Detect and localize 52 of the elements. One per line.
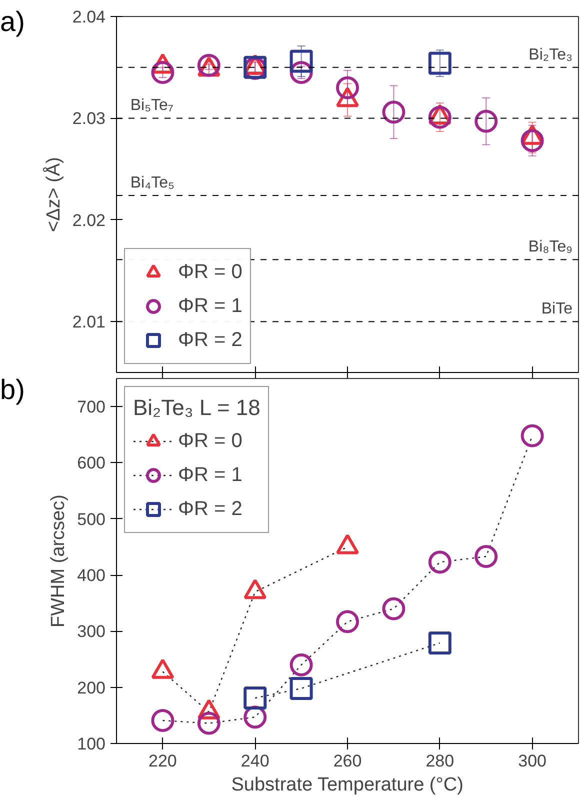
y-tick-label: 600 bbox=[77, 454, 106, 473]
y-axis-title: <Δz> (Å) bbox=[42, 156, 64, 232]
point bbox=[474, 110, 498, 133]
point bbox=[382, 597, 406, 620]
legend-label: ΦR = 2 bbox=[178, 498, 242, 520]
ref-line-label: Bi₈Te₉ bbox=[528, 238, 573, 256]
y-tick-label: 2.01 bbox=[72, 312, 106, 332]
x-tick-label: 220 bbox=[148, 752, 177, 770]
point bbox=[290, 50, 313, 73]
point bbox=[520, 424, 544, 448]
point bbox=[290, 676, 313, 700]
y-axis-title: FWHM (arcsec) bbox=[48, 494, 70, 628]
legend-label: ΦR = 1 bbox=[178, 464, 242, 486]
text: a) bbox=[0, 5, 25, 39]
point bbox=[244, 686, 267, 710]
ref-line-label: BiTe bbox=[541, 300, 573, 318]
legend-label: ΦR = 1 bbox=[178, 294, 242, 318]
legend-title: Bi₂Te₃ L = 18 bbox=[133, 395, 260, 421]
ref-line-label: Bi₅Te₇ bbox=[130, 97, 174, 114]
y-tick-label: 500 bbox=[77, 510, 106, 529]
y-tick-label: 300 bbox=[77, 622, 106, 642]
x-tick-label: 260 bbox=[333, 752, 362, 770]
point bbox=[197, 712, 220, 735]
legend-label: ΦR = 0 bbox=[178, 260, 242, 284]
x-tick-label: 280 bbox=[426, 752, 454, 770]
legend-label: ΦR = 2 bbox=[178, 328, 242, 352]
legend-label: ΦR = 0 bbox=[178, 430, 242, 452]
point bbox=[336, 76, 359, 100]
point bbox=[474, 545, 498, 568]
x-tick-label: 240 bbox=[240, 752, 270, 770]
point bbox=[428, 106, 452, 129]
y-tick-label: 700 bbox=[77, 398, 106, 417]
y-tick-label: 2.02 bbox=[72, 210, 106, 230]
y-tick-label: 400 bbox=[77, 566, 106, 586]
point bbox=[428, 631, 452, 654]
y-tick-label: 2.04 bbox=[72, 8, 106, 26]
point bbox=[336, 610, 359, 634]
ref-line-label: Bi₂Te₃ bbox=[528, 46, 573, 64]
x-axis-title: Substrate Temperature (°C) bbox=[231, 774, 464, 796]
x-tick-label: 300 bbox=[518, 752, 546, 770]
point bbox=[520, 129, 544, 152]
text: b) bbox=[0, 373, 25, 407]
point bbox=[428, 52, 452, 75]
point bbox=[428, 550, 452, 574]
point bbox=[151, 708, 174, 732]
y-tick-label: 200 bbox=[77, 678, 106, 698]
y-tick-label: 100 bbox=[77, 734, 106, 754]
point bbox=[151, 60, 174, 84]
y-tick-label: 2.03 bbox=[72, 109, 106, 128]
point bbox=[290, 653, 313, 676]
point bbox=[382, 100, 406, 124]
ref-line-label: Bi₄Te₅ bbox=[130, 174, 174, 192]
